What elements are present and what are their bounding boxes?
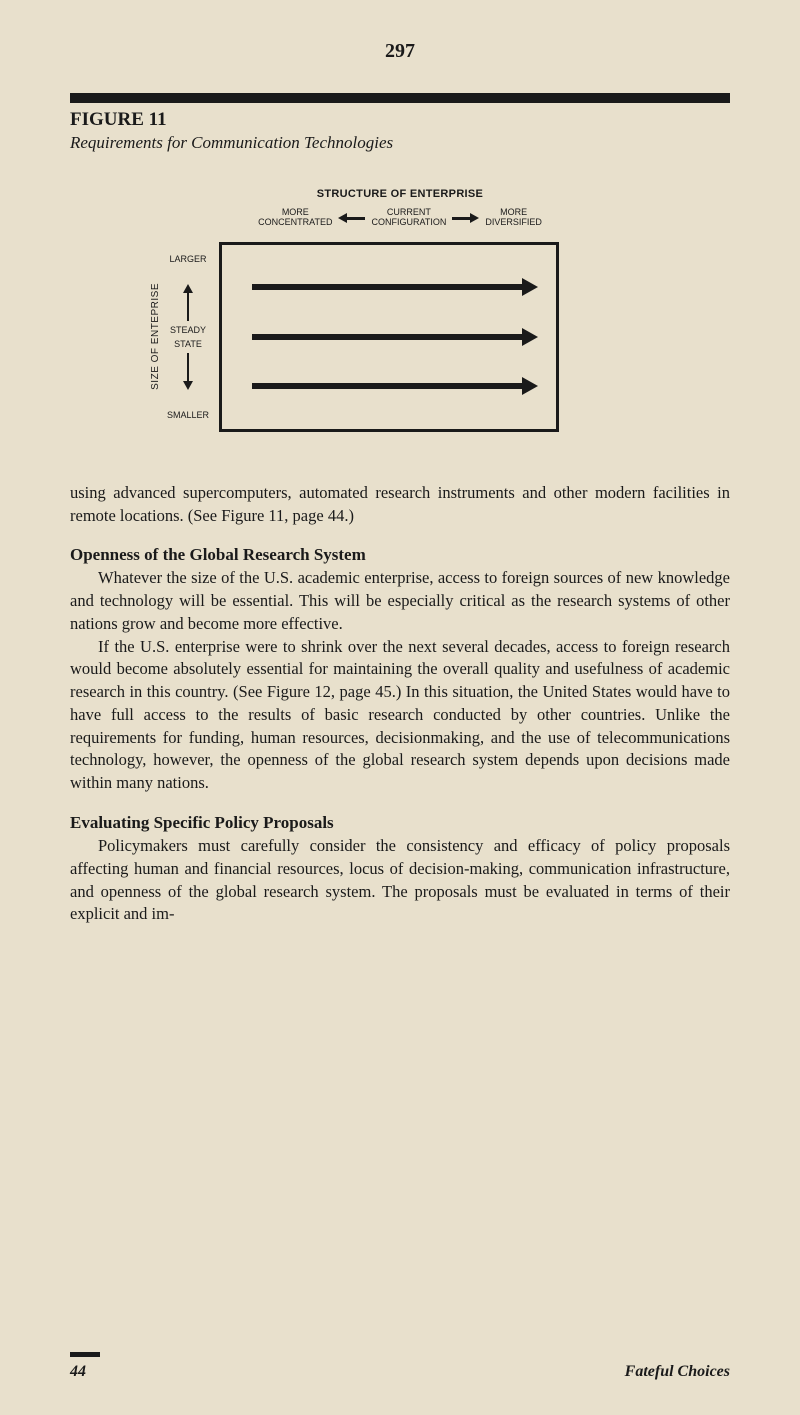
arrow-down-icon (183, 353, 193, 390)
para-4: Policymakers must carefully consider the… (70, 835, 730, 926)
para-3: If the U.S. enterprise were to shrink ov… (70, 636, 730, 795)
x-left-label: MORE CONCENTRATED (258, 208, 332, 228)
y-bottom: SMALLER (167, 410, 209, 420)
footer-page-number: 44 (70, 1363, 100, 1381)
heading-openness: Openness of the Global Research System (70, 545, 730, 565)
y-mid-bottom: STATE (174, 339, 202, 349)
heading-evaluating: Evaluating Specific Policy Proposals (70, 813, 730, 833)
heavy-rule (70, 93, 730, 103)
figure-caption: Requirements for Communication Technolog… (70, 133, 730, 153)
arrow-up-icon (183, 284, 193, 321)
page-number-top: 297 (70, 40, 730, 63)
y-top: LARGER (167, 254, 209, 264)
x-right-bottom: DIVERSIFIED (485, 218, 542, 228)
x-right-label: MORE DIVERSIFIED (485, 208, 542, 228)
x-axis-labels: MORE CONCENTRATED CURRENT CONFIGURATION … (150, 208, 650, 228)
bar-arrow-2 (252, 328, 538, 346)
y-axis: SIZE OF ENTEPRISE LARGER STEADY STATE SM… (150, 242, 209, 432)
para-1: using advanced supercomputers, automated… (70, 482, 730, 528)
x-center-label: CURRENT CONFIGURATION (371, 208, 446, 228)
y-mid-top: STEADY (170, 325, 206, 335)
x-axis-title: STRUCTURE OF ENTERPRISE (150, 188, 650, 200)
figure-number: FIGURE 11 (70, 109, 730, 131)
footer-dash-icon (70, 1352, 100, 1357)
body-text: using advanced supercomputers, automated… (70, 482, 730, 926)
x-center-bottom: CONFIGURATION (371, 218, 446, 228)
para-2: Whatever the size of the U.S. academic e… (70, 567, 730, 635)
y-axis-title: SIZE OF ENTEPRISE (150, 283, 161, 390)
bar-arrow-3 (252, 377, 538, 395)
chart-box (219, 242, 559, 432)
arrow-left-icon (338, 213, 365, 224)
page-footer: 44 Fateful Choices (70, 1352, 730, 1381)
arrow-right-icon (452, 213, 479, 224)
x-left-bottom: CONCENTRATED (258, 218, 332, 228)
footer-book-title: Fateful Choices (625, 1363, 730, 1381)
bar-arrow-1 (252, 278, 538, 296)
figure-diagram: STRUCTURE OF ENTERPRISE MORE CONCENTRATE… (150, 188, 650, 432)
